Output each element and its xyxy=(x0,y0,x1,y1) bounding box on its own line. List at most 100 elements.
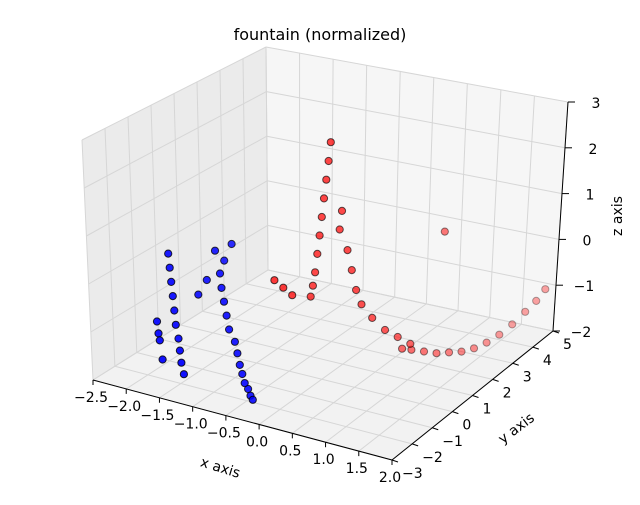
y-tick xyxy=(473,396,479,398)
red-data-point xyxy=(271,277,278,284)
blue-data-point xyxy=(203,276,210,283)
z-tick-label: 2 xyxy=(589,142,598,158)
red-data-point xyxy=(280,284,287,291)
y-tick xyxy=(452,412,458,414)
blue-data-point xyxy=(165,250,172,257)
blue-data-point xyxy=(211,247,218,254)
blue-data-point xyxy=(166,264,173,271)
z-tick-label: −2 xyxy=(571,325,592,341)
red-data-point xyxy=(307,293,314,300)
y-tick-label: 1 xyxy=(483,402,492,418)
red-data-point xyxy=(312,269,319,276)
x-tick-label: −2.0 xyxy=(107,399,141,415)
y-tick-label: 4 xyxy=(543,353,552,369)
red-data-point xyxy=(533,297,540,304)
red-data-point xyxy=(542,286,549,293)
chart-title: fountain (normalized) xyxy=(234,25,407,44)
blue-data-point xyxy=(171,307,178,314)
blue-data-point xyxy=(153,318,160,325)
z-tick-label: 1 xyxy=(586,188,595,204)
red-data-point xyxy=(327,139,334,146)
red-data-point xyxy=(433,350,440,357)
x-tick-label: −1.5 xyxy=(140,408,174,424)
blue-data-point xyxy=(228,240,235,247)
red-data-point xyxy=(483,339,490,346)
blue-data-point xyxy=(159,356,166,363)
y-tick xyxy=(392,460,398,462)
red-data-point xyxy=(399,345,406,352)
blue-data-point xyxy=(172,321,179,328)
blue-data-point xyxy=(236,361,243,368)
red-data-point xyxy=(323,176,330,183)
x-tick-label: −1.0 xyxy=(174,417,208,433)
y-tick xyxy=(412,444,418,446)
red-data-point xyxy=(318,213,325,220)
y-tick-label: −2 xyxy=(422,450,443,466)
blue-data-point xyxy=(180,371,187,378)
blue-data-point xyxy=(178,359,185,366)
z-axis-label: z axis xyxy=(610,196,626,236)
blue-data-point xyxy=(218,284,225,291)
blue-data-point xyxy=(226,326,233,333)
blue-data-point xyxy=(216,270,223,277)
red-data-point xyxy=(441,228,448,235)
red-data-point xyxy=(289,292,296,299)
red-data-point xyxy=(344,247,351,254)
y-axis-label: y axis xyxy=(495,410,537,447)
x-tick-label: 1.5 xyxy=(346,461,368,477)
blue-data-point xyxy=(169,293,176,300)
x-axis-label: x axis xyxy=(198,455,242,482)
y-tick-label: 3 xyxy=(523,369,532,385)
red-data-point xyxy=(509,321,516,328)
red-data-point xyxy=(336,226,343,233)
blue-data-point xyxy=(195,291,202,298)
y-tick-label: −3 xyxy=(402,466,423,482)
red-data-point xyxy=(522,308,529,315)
red-data-point xyxy=(358,301,365,308)
blue-data-point xyxy=(176,347,183,354)
red-data-point xyxy=(316,232,323,239)
blue-data-point xyxy=(168,278,175,285)
y-tick xyxy=(533,347,539,349)
x-tick-label: 1.0 xyxy=(312,452,334,468)
blue-data-point xyxy=(155,330,162,337)
red-data-point xyxy=(320,195,327,202)
red-data-point xyxy=(325,157,332,164)
blue-data-point xyxy=(249,396,256,403)
y-tick xyxy=(493,379,499,381)
blue-data-point xyxy=(223,312,230,319)
x-tick-label: 0.0 xyxy=(246,434,268,450)
red-data-point xyxy=(309,282,316,289)
red-data-point xyxy=(407,340,414,347)
red-data-point xyxy=(369,314,376,321)
x-tick-label: −0.5 xyxy=(207,426,241,442)
blue-data-point xyxy=(231,338,238,345)
blue-data-point xyxy=(175,335,182,342)
red-data-point xyxy=(394,333,401,340)
red-data-point xyxy=(314,250,321,257)
blue-data-point xyxy=(239,370,246,377)
x-tick-label: 2.0 xyxy=(379,470,401,486)
y-tick-label: −1 xyxy=(442,434,463,450)
blue-data-point xyxy=(221,257,228,264)
blue-data-point xyxy=(156,337,163,344)
z-tick-label: 0 xyxy=(583,233,592,249)
axes-panes xyxy=(82,47,568,460)
y-tick xyxy=(513,363,519,365)
blue-data-point xyxy=(234,350,241,357)
red-data-point xyxy=(338,207,345,214)
z-tick-label: −1 xyxy=(574,279,595,295)
y-tick xyxy=(432,428,438,430)
red-data-point xyxy=(348,267,355,274)
y-tick-label: 2 xyxy=(503,385,512,401)
red-data-point xyxy=(381,326,388,333)
red-data-point xyxy=(445,349,452,356)
red-data-point xyxy=(496,331,503,338)
red-data-point xyxy=(353,286,360,293)
y-tick-label: 0 xyxy=(462,418,471,434)
x-tick-label: −2.5 xyxy=(74,390,108,406)
x-tick-label: 0.5 xyxy=(279,443,301,459)
blue-data-point xyxy=(220,298,227,305)
